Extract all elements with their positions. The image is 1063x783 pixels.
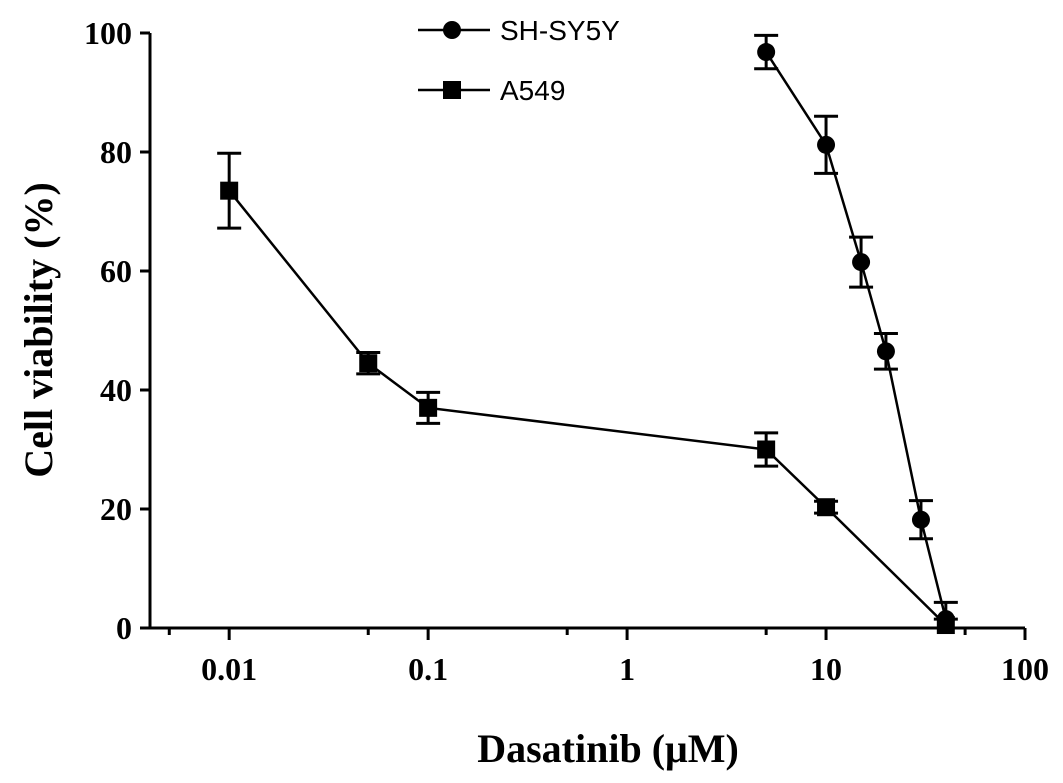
series-line xyxy=(765,51,948,620)
y-tick-label: 40 xyxy=(100,372,132,408)
y-tick-label: 60 xyxy=(100,253,132,289)
data-point xyxy=(817,135,836,154)
x-tick-label: 100 xyxy=(1001,651,1049,687)
data-point xyxy=(220,181,239,200)
y-tick-label: 100 xyxy=(84,15,132,51)
series-a549 xyxy=(217,151,958,635)
legend-marker xyxy=(443,21,461,39)
data-point xyxy=(817,498,836,517)
legend-item: A549 xyxy=(418,75,565,106)
x-axis-title: Dasatinib (μM) xyxy=(477,726,739,771)
y-axis-title: Cell viability (%) xyxy=(16,182,61,478)
data-point xyxy=(936,616,955,635)
data-point xyxy=(852,253,871,272)
legend-label: SH-SY5Y xyxy=(500,15,620,46)
x-tick-label: 10 xyxy=(810,651,842,687)
y-tick-label: 0 xyxy=(116,610,132,646)
data-point xyxy=(911,510,930,529)
series-line xyxy=(228,189,947,626)
axes: 0 20 40 60 80 100 0.01 0.1 1 10 100 xyxy=(84,15,1049,687)
data-point xyxy=(359,354,378,373)
x-tick-label: 0.01 xyxy=(201,651,257,687)
legend-label: A549 xyxy=(500,75,565,106)
series-layer xyxy=(217,33,958,635)
data-point xyxy=(757,440,776,459)
legend: SH-SY5Y A549 xyxy=(418,15,620,106)
y-tick-label: 20 xyxy=(100,491,132,527)
series-sh-sy5y xyxy=(754,33,958,630)
data-point xyxy=(419,398,438,417)
data-point xyxy=(757,43,776,62)
data-point xyxy=(876,342,895,361)
x-tick-label: 0.1 xyxy=(408,651,448,687)
x-tick-label: 1 xyxy=(619,651,635,687)
y-tick-label: 80 xyxy=(100,134,132,170)
legend-marker xyxy=(443,81,461,99)
legend-item: SH-SY5Y xyxy=(418,15,620,46)
